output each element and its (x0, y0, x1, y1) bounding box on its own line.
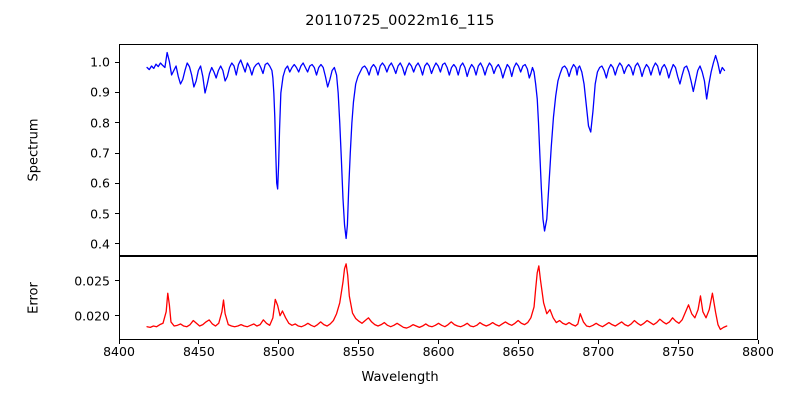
y-tick-label: 0.9 (90, 84, 110, 100)
y-tick-mark (115, 122, 119, 124)
y-tick-mark (115, 315, 119, 317)
y-tick-mark (115, 280, 119, 282)
y-tick-label: 0.6 (90, 175, 110, 191)
y-tick-label: 0.7 (90, 145, 110, 161)
y-tick-label: 0.020 (74, 308, 110, 323)
x-tick-mark (198, 340, 200, 344)
figure-title: 20110725_0022m16_115 (305, 13, 495, 29)
y-tick-label: 1.0 (90, 54, 110, 70)
x-tick-mark (597, 340, 599, 344)
y-tick-mark (115, 243, 119, 245)
spectrum-line-plot (120, 45, 757, 255)
y-tick-mark (115, 213, 119, 215)
y-tick-mark (115, 91, 119, 94)
x-tick-label: 8600 (422, 344, 455, 359)
y-tick-label: 0.4 (90, 236, 110, 252)
x-axis-label-wavelength: Wavelength (361, 370, 439, 385)
x-tick-mark (438, 340, 440, 344)
x-tick-mark (757, 340, 759, 344)
x-tick-label: 8450 (182, 344, 215, 359)
error-data-line (147, 264, 727, 330)
spectrum-data-line (147, 52, 724, 238)
x-tick-label: 8500 (262, 344, 295, 359)
x-tick-label: 8700 (582, 344, 615, 359)
error-panel (119, 256, 758, 340)
x-tick-mark (118, 340, 120, 344)
x-tick-label: 8400 (103, 344, 135, 359)
error-line-plot (120, 257, 757, 339)
spectrum-panel (119, 44, 758, 256)
x-tick-label: 8750 (662, 344, 695, 359)
x-tick-mark (677, 340, 679, 344)
y-tick-mark (115, 182, 119, 184)
x-tick-mark (517, 340, 519, 344)
x-tick-label: 8550 (342, 344, 375, 359)
x-tick-mark (358, 340, 360, 344)
y-tick-label: 0.8 (90, 115, 110, 131)
y-tick-mark (115, 152, 119, 154)
x-tick-label: 8650 (502, 344, 535, 359)
x-tick-label: 8800 (742, 344, 774, 359)
y-tick-mark (115, 61, 119, 63)
x-tick-mark (278, 340, 280, 344)
y-tick-label: 0.5 (90, 206, 110, 222)
y-tick-label: 0.025 (74, 273, 110, 288)
